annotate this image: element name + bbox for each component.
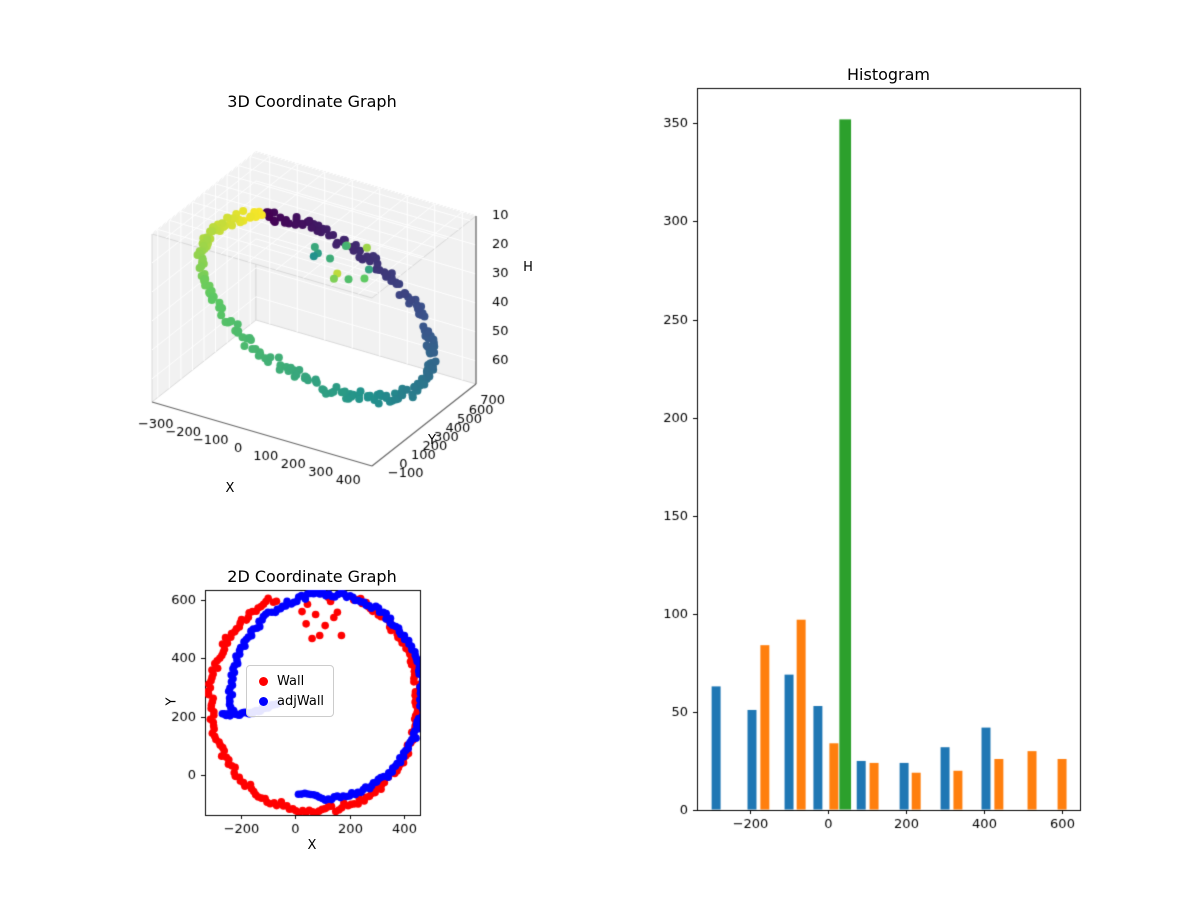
plot3d-xaxis-label: X [225,481,235,496]
legend-entry-wall: Wall [255,671,325,691]
plot3d-yaxis-label: Y [428,433,436,448]
histogram-title: Histogram [847,65,930,84]
legend-label-adjwall: adjWall [277,693,325,709]
plot3d-zaxis-label: H [523,260,533,275]
adjwall-marker-icon [259,696,268,706]
legend-entry-adjwall: adjWall [255,691,325,711]
plot2d-yaxis-label: Y [164,697,180,706]
legend-label-wall: Wall [277,673,305,689]
plot2d-legend: Wall adjWall [246,665,334,717]
plot2d-xaxis-label: X [307,838,317,853]
plot2d-title: 2D Coordinate Graph [227,567,397,586]
wall-marker-icon [259,676,268,686]
plot3d-title: 3D Coordinate Graph [227,92,397,111]
